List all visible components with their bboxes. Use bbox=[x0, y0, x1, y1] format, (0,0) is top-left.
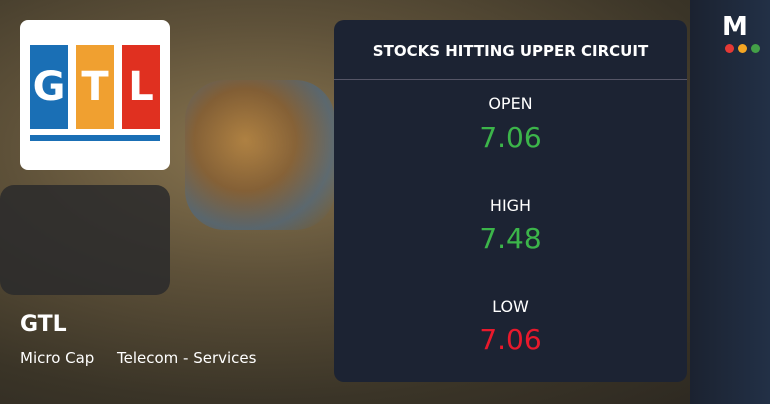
divider bbox=[334, 79, 687, 80]
logo-letter: G bbox=[30, 45, 68, 129]
circuit-panel: STOCKS HITTING UPPER CIRCUIT OPEN 7.06 H… bbox=[334, 20, 687, 382]
background-monitor bbox=[690, 0, 770, 404]
company-logo: G T L bbox=[20, 20, 170, 170]
brand-logo: M bbox=[722, 12, 748, 42]
row-value: 7.06 bbox=[479, 121, 542, 154]
logo-letter: T bbox=[76, 45, 114, 129]
company-tag: Micro Cap bbox=[20, 349, 95, 367]
background-jar bbox=[185, 80, 335, 230]
logo-letter: L bbox=[122, 45, 160, 129]
row-label: OPEN bbox=[488, 94, 533, 113]
row-value: 7.06 bbox=[479, 323, 542, 356]
brand-dot bbox=[751, 44, 760, 53]
brand-dot bbox=[738, 44, 747, 53]
company-name: GTL bbox=[20, 312, 67, 337]
panel-title: STOCKS HITTING UPPER CIRCUIT bbox=[372, 42, 649, 60]
background-phone bbox=[0, 185, 170, 295]
row-value: 7.48 bbox=[479, 222, 542, 255]
row-label: HIGH bbox=[489, 196, 532, 215]
logo-bar bbox=[30, 135, 160, 141]
company-tag: Telecom - Services bbox=[117, 349, 257, 367]
row-label: LOW bbox=[492, 297, 529, 316]
brand-dot bbox=[725, 44, 734, 53]
